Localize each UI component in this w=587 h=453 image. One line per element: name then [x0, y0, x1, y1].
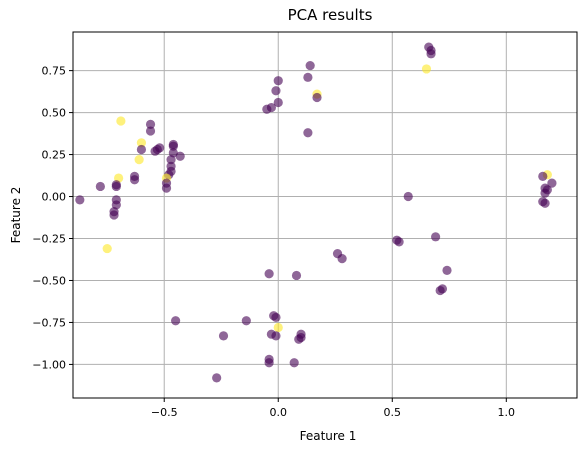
x-axis-ticks: −0.5 0.0 0.5 1.0 — [151, 398, 515, 419]
scatter-point — [337, 254, 347, 264]
scatter-point — [547, 178, 557, 188]
scatter-point — [312, 92, 322, 103]
scatter-point — [95, 181, 105, 192]
scatter-point — [538, 171, 548, 181]
x-tick-label: 0.5 — [384, 406, 402, 419]
scatter-point — [116, 116, 126, 126]
scatter-point — [75, 195, 85, 205]
y-tick-label: 0.00 — [42, 191, 67, 204]
scatter-point — [262, 104, 272, 114]
y-tick-label: −0.50 — [32, 274, 66, 287]
y-axis-ticks: 0.75 0.50 0.25 0.00 −0.25 −0.50 −0.75 −1.00 — [32, 65, 73, 371]
grid-lines — [73, 32, 577, 398]
y-tick-label: 0.50 — [42, 107, 67, 120]
scatter-point — [145, 126, 156, 136]
x-tick-label: 1.0 — [498, 406, 516, 419]
scatter-point — [540, 198, 550, 208]
y-tick-label: 0.75 — [42, 65, 67, 78]
scatter-point — [431, 232, 441, 242]
chart-title: PCA results — [288, 6, 373, 24]
plot-frame — [72, 31, 578, 399]
scatter-point — [129, 175, 140, 185]
scatter-point — [271, 312, 281, 323]
scatter-point — [111, 181, 121, 192]
scatter-point — [394, 237, 404, 247]
scatter-point — [102, 243, 112, 254]
scatter-point — [171, 316, 181, 326]
scatter-point — [271, 331, 281, 341]
scatter-point — [166, 154, 176, 165]
y-tick-label: −0.75 — [32, 316, 66, 329]
scatter-point — [435, 285, 445, 296]
scatter-point — [403, 191, 413, 202]
scatter-point — [421, 64, 432, 74]
scatter-point — [136, 138, 147, 148]
scatter-point — [273, 97, 283, 108]
scatter-point — [294, 334, 304, 344]
scatter-point — [442, 265, 452, 276]
scatter-point — [212, 373, 222, 383]
scatter-point — [145, 119, 156, 129]
scatter-points — [75, 42, 557, 383]
y-tick-label: −0.25 — [32, 233, 66, 246]
scatter-point — [273, 76, 283, 86]
scatter-point — [241, 316, 251, 326]
scatter-point — [264, 269, 274, 279]
scatter-point — [289, 358, 299, 368]
scatter-point — [168, 141, 178, 151]
scatter-point — [136, 144, 147, 155]
scatter-point — [273, 322, 283, 333]
scatter-point — [305, 60, 315, 71]
y-tick-label: 0.25 — [42, 149, 67, 162]
scatter-point — [175, 151, 185, 161]
scatter-point — [161, 183, 172, 193]
scatter-point — [264, 358, 274, 368]
scatter-point — [150, 146, 160, 156]
y-axis-label: Feature 2 — [9, 187, 23, 244]
scatter-point — [303, 128, 313, 138]
scatter-point — [271, 86, 281, 96]
scatter-point — [540, 188, 550, 198]
x-axis-label: Feature 1 — [300, 429, 357, 443]
x-tick-label: −0.5 — [151, 406, 178, 419]
scatter-point — [109, 210, 119, 220]
scatter-point — [291, 270, 302, 281]
y-tick-label: −1.00 — [32, 358, 66, 371]
x-tick-label: 0.0 — [269, 406, 287, 419]
scatter-point — [426, 49, 436, 59]
scatter-point — [218, 331, 229, 341]
scatter-point — [134, 154, 144, 165]
scatter-point — [303, 72, 313, 82]
